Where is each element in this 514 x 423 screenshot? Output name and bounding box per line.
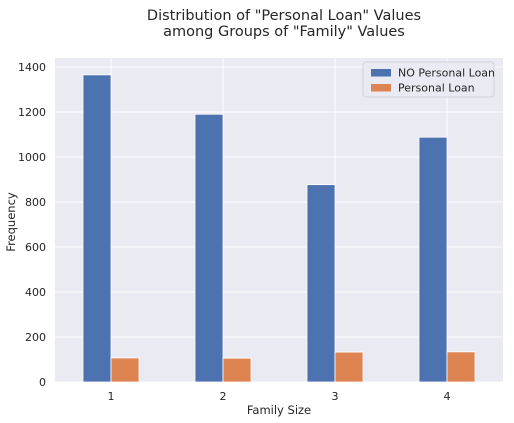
legend-swatch [371, 84, 391, 92]
x-axis-label: Family Size [247, 403, 311, 417]
bar-personal-loan-family-4 [446, 351, 476, 383]
bars-layer [82, 74, 476, 383]
y-tick-label: 400 [25, 286, 46, 299]
legend-swatch [371, 69, 391, 77]
y-tick-label: 1400 [18, 61, 46, 74]
bar-personal-loan-family-2 [222, 357, 252, 383]
x-tick-label: 4 [444, 390, 451, 403]
legend: NO Personal Loan Personal Loan [362, 61, 495, 98]
x-tick-label: 2 [220, 390, 227, 403]
bar-no-personal-loan-family-4 [418, 136, 448, 383]
bar-personal-loan-family-1 [110, 357, 140, 383]
chart-title-line-1: Distribution of "Personal Loan" Values [147, 8, 421, 24]
x-tick-label: 3 [332, 390, 339, 403]
y-tick-label: 0 [39, 376, 46, 389]
bar-personal-loan-family-3 [334, 351, 364, 383]
legend-box [362, 61, 495, 98]
y-tick-label: 600 [25, 241, 46, 254]
chart-title-line-2: among Groups of "Family" Values [163, 24, 405, 40]
bar-no-personal-loan-family-1 [82, 74, 112, 383]
x-tick-label: 1 [108, 390, 115, 403]
y-axis-label: Frequency [4, 192, 18, 252]
legend-label: NO Personal Loan [398, 67, 495, 80]
y-tick-label: 1200 [18, 106, 46, 119]
y-tick-label: 200 [25, 331, 46, 344]
y-tick-label: 800 [25, 196, 46, 209]
legend-label: Personal Loan [398, 82, 475, 95]
bar-no-personal-loan-family-2 [194, 113, 224, 383]
y-tick-label: 1000 [18, 151, 46, 164]
bar-no-personal-loan-family-3 [306, 184, 336, 383]
